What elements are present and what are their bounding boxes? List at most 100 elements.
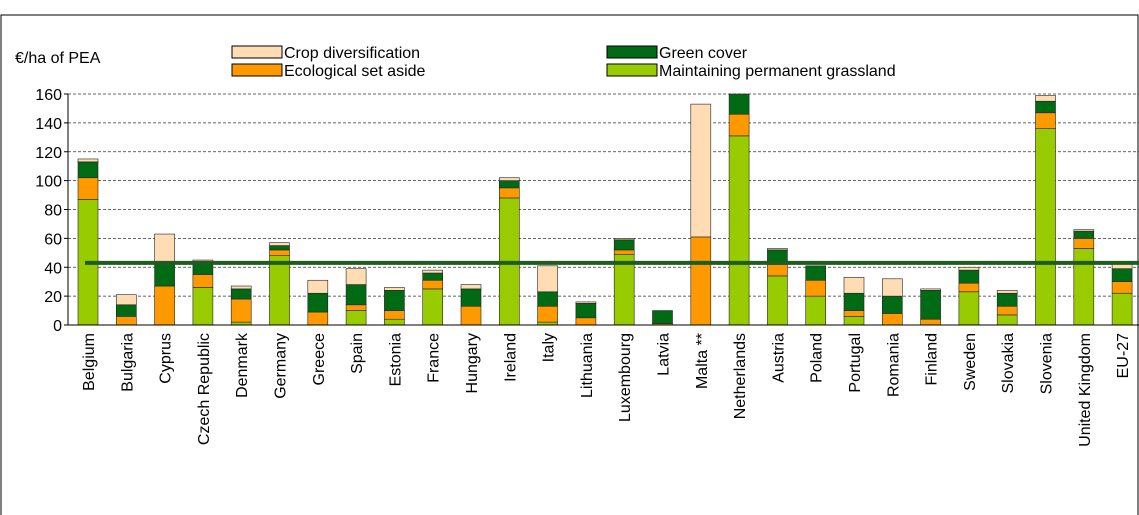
x-tick-label: United Kingdom — [1077, 333, 1094, 447]
bar-segment — [767, 275, 788, 326]
bar-segment — [1035, 95, 1056, 102]
bar-segment — [920, 318, 941, 326]
bar-segment — [307, 279, 329, 294]
bar-segment — [920, 288, 941, 291]
bar-segment — [537, 305, 558, 323]
x-tick-label: Slovenia — [1039, 333, 1056, 394]
bar-segment — [805, 265, 827, 281]
legend-swatch — [231, 63, 283, 77]
bar-segment — [116, 304, 137, 317]
bar-segment — [384, 290, 405, 311]
x-tick-label: Slovakia — [1000, 333, 1017, 394]
bar-segment — [116, 316, 137, 326]
bar-segment — [767, 264, 788, 277]
bar-segment — [422, 272, 444, 281]
y-tick-label: 160 — [35, 87, 62, 104]
legend-swatch — [606, 63, 658, 77]
x-tick-label: Czech Republic — [196, 333, 213, 445]
x-tick-label: Germany — [273, 333, 290, 399]
bar-segment — [345, 268, 367, 285]
bar-segment — [77, 161, 99, 179]
bar-segment — [269, 242, 290, 246]
x-tick-label: Austria — [770, 333, 787, 383]
bar-segment — [613, 249, 635, 255]
x-tick-label: Bulgaria — [119, 333, 136, 392]
bar-segment — [805, 295, 827, 326]
bar-segment — [345, 310, 367, 326]
bar-segment — [1111, 268, 1133, 282]
bar-segment — [154, 261, 175, 287]
bar-segment — [575, 317, 597, 326]
legend-swatch — [606, 45, 658, 59]
x-tick-label: Hungary — [464, 333, 481, 393]
bar-segment — [116, 294, 137, 306]
bar-segment — [192, 274, 214, 288]
x-tick-label: Estonia — [387, 333, 404, 386]
bar-segment — [77, 177, 99, 200]
bar-segment — [728, 135, 750, 326]
bar-segment — [384, 310, 405, 320]
x-tick-label: Spain — [349, 333, 366, 374]
y-tick-label: 80 — [44, 203, 62, 220]
bar-segment — [881, 313, 903, 326]
bar-segment — [843, 292, 865, 311]
x-tick-label: Romania — [885, 333, 902, 397]
legend-label: Crop diversification — [284, 45, 420, 62]
bar-segment — [230, 288, 252, 300]
bar-segment — [996, 292, 1018, 307]
bar-segment — [1073, 230, 1095, 239]
bar-segment — [154, 233, 175, 262]
y-tick-label: 40 — [44, 260, 62, 277]
bar-segment — [498, 180, 520, 189]
bar-segment — [537, 265, 558, 293]
bar-segment — [460, 288, 482, 307]
x-tick-label: Malta ** — [694, 333, 711, 389]
bar-segment — [269, 255, 290, 326]
bar-segment — [920, 290, 941, 320]
x-tick-label: Lithuania — [579, 333, 596, 398]
bar-segment — [422, 269, 444, 274]
bar-segment — [613, 239, 635, 251]
y-tick-label: 140 — [35, 116, 62, 133]
y-tick-label: 120 — [35, 145, 62, 162]
bar-segment — [498, 187, 520, 199]
y-tick-label: 0 — [53, 318, 62, 335]
x-tick-label: Portugal — [847, 333, 864, 393]
bar-segment — [1073, 229, 1095, 232]
bar-segment — [269, 245, 290, 251]
y-tick-label: 20 — [44, 289, 62, 306]
bar-segment — [1073, 238, 1095, 249]
bar-segment — [1035, 112, 1056, 129]
x-tick-label: Finland — [924, 333, 941, 385]
bar-segment — [843, 316, 865, 326]
bar-segment — [307, 311, 329, 326]
bar-segment — [767, 248, 788, 251]
bar-segment — [1111, 281, 1133, 294]
y-tick-label: 60 — [44, 231, 62, 248]
bar-segment — [384, 318, 405, 326]
bar-segment — [690, 103, 712, 238]
bar-segment — [1035, 100, 1056, 114]
bar-segment — [154, 285, 175, 326]
bar-segment — [77, 158, 99, 163]
bar-segment — [881, 278, 903, 297]
x-tick-label: Belgium — [81, 333, 98, 391]
bar-segment — [230, 298, 252, 323]
y-axis-label: €/ha of PEA — [15, 50, 101, 67]
bar-segment — [1073, 248, 1095, 326]
bar-segment — [498, 177, 520, 181]
bar-segment — [843, 310, 865, 317]
bar-segment — [230, 285, 252, 290]
x-tick-label: Luxembourg — [617, 333, 634, 422]
bar-segment — [613, 238, 635, 241]
bar-segment — [958, 282, 980, 293]
x-tick-label: Cyprus — [158, 333, 175, 384]
bar-segment — [460, 284, 482, 290]
bar-segment — [460, 305, 482, 326]
x-tick-label: Italy — [541, 333, 558, 362]
legend-swatch — [231, 45, 283, 59]
bar-segment — [422, 279, 444, 290]
x-tick-label: Netherlands — [732, 333, 749, 419]
legend-label: Maintaining permanent grassland — [659, 63, 896, 80]
